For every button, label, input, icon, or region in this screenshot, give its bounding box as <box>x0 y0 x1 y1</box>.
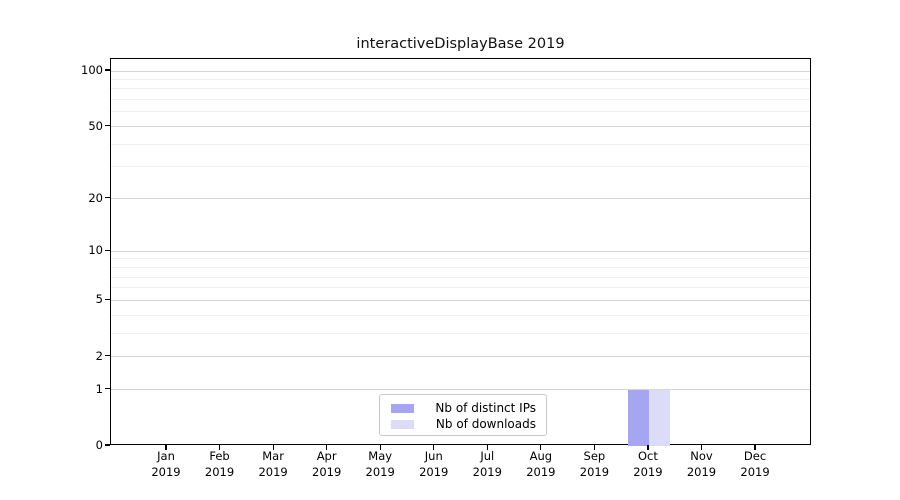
gridline-major <box>111 250 810 252</box>
legend-swatch-downloads <box>391 419 414 429</box>
gridline-minor <box>111 166 810 168</box>
x-tick-mark <box>165 445 167 450</box>
bar-downloads <box>648 389 670 446</box>
y-tick-mark <box>105 444 110 446</box>
x-tick-month: Dec <box>743 449 767 463</box>
x-tick-label-oct: Oct 2019 <box>633 449 662 480</box>
x-tick-month: Aug <box>529 449 553 463</box>
x-tick-month: Jan <box>157 449 175 463</box>
y-tick-mark <box>105 355 110 357</box>
x-tick-year: 2019 <box>365 464 395 479</box>
gridline-minor <box>111 332 810 334</box>
x-tick-year: 2019 <box>204 464 235 479</box>
bars-layer <box>111 59 810 446</box>
y-tick-label: 1 <box>95 381 103 396</box>
x-tick-mark <box>700 445 703 450</box>
x-tick-mark <box>486 445 488 450</box>
x-tick-label-sep: Sep 2019 <box>580 449 609 480</box>
plot-area <box>110 58 811 446</box>
x-tick-year: 2019 <box>526 464 556 479</box>
gridline-minor <box>111 99 810 101</box>
x-tick-year: 2019 <box>472 464 502 479</box>
x-tick-mark <box>379 445 381 450</box>
x-tick-year: 2019 <box>740 464 770 479</box>
x-tick-label-apr: Apr 2019 <box>312 449 341 480</box>
gridline-minor <box>111 143 810 145</box>
x-tick-year: 2019 <box>579 464 610 479</box>
y-tick-label: 2 <box>95 348 103 363</box>
x-tick-label-jul: Jul 2019 <box>473 449 502 480</box>
legend-entry-downloads: Nb of downloads <box>391 416 536 432</box>
x-tick-mark <box>218 445 221 450</box>
x-tick-month: Oct <box>637 449 658 463</box>
x-tick-year: 2019 <box>686 464 717 479</box>
gridline-minor <box>111 88 810 90</box>
y-tick-label: 100 <box>81 63 103 77</box>
legend-label-downloads: Nb of downloads <box>435 417 536 431</box>
legend-label-distinct-ips: Nb of distinct IPs <box>435 401 536 415</box>
x-tick-year: 2019 <box>419 464 449 479</box>
gridline-major <box>111 70 810 72</box>
gridline-minor <box>111 258 810 260</box>
x-tick-month: Sep <box>583 449 606 463</box>
gridline-minor <box>111 78 810 80</box>
gridline-major <box>111 299 810 301</box>
x-tick-label-mar: Mar 2019 <box>258 449 287 480</box>
chart-title: interactiveDisplayBase 2019 <box>356 36 565 52</box>
x-tick-mark <box>326 445 328 450</box>
gridline-minor <box>111 111 810 113</box>
gridline-minor <box>111 287 810 289</box>
y-tick-mark <box>105 388 110 390</box>
x-tick-month: Jul <box>480 449 495 463</box>
x-tick-label-nov: Nov 2019 <box>687 449 716 480</box>
x-tick-label-aug: Aug 2019 <box>526 449 555 480</box>
x-tick-month: Feb <box>209 449 230 463</box>
x-tick-mark <box>272 445 274 450</box>
x-tick-label-feb: Feb 2019 <box>205 449 234 480</box>
gridline-minor <box>111 266 810 268</box>
y-tick-mark <box>105 298 110 300</box>
x-tick-mark <box>647 445 649 450</box>
bar-distinct-ips <box>627 389 649 446</box>
y-tick-mark <box>105 69 110 71</box>
x-tick-year: 2019 <box>151 464 181 479</box>
gridline-major <box>111 389 810 391</box>
gridline-major <box>111 126 810 128</box>
x-tick-month: Mar <box>262 449 284 463</box>
x-tick-label-jun: Jun 2019 <box>419 449 448 480</box>
legend-swatch-distinct-ips <box>391 403 414 413</box>
gridline-minor <box>111 314 810 316</box>
y-tick-label: 20 <box>88 190 103 205</box>
y-tick-mark <box>105 197 110 199</box>
x-tick-label-dec: Dec 2019 <box>740 449 769 480</box>
x-tick-mark <box>593 445 595 450</box>
gridline-major <box>111 198 810 200</box>
x-tick-mark <box>433 445 435 450</box>
x-tick-month: Jun <box>424 449 443 463</box>
x-tick-mark <box>540 445 542 450</box>
x-tick-month: May <box>368 449 393 463</box>
legend-entry-distinct-ips: Nb of distinct IPs <box>391 400 536 416</box>
x-tick-year: 2019 <box>312 464 342 479</box>
x-tick-year: 2019 <box>633 464 663 479</box>
x-tick-month: Nov <box>690 449 713 463</box>
y-tick-label: 50 <box>88 118 103 133</box>
x-tick-month: Apr <box>316 449 337 463</box>
y-tick-label: 0 <box>95 438 103 452</box>
x-tick-label-jan: Jan 2019 <box>151 449 180 480</box>
gridline-major <box>111 356 810 358</box>
x-tick-label-may: May 2019 <box>366 449 395 480</box>
gridline-minor <box>111 276 810 278</box>
y-tick-mark <box>105 124 110 127</box>
y-tick-label: 5 <box>95 292 103 307</box>
y-tick-label: 10 <box>88 243 103 258</box>
y-tick-mark <box>105 249 110 251</box>
gridlines-layer <box>111 59 810 444</box>
legend: Nb of distinct IPs Nb of downloads <box>379 394 547 436</box>
x-tick-mark <box>754 445 756 450</box>
x-tick-year: 2019 <box>258 464 288 479</box>
